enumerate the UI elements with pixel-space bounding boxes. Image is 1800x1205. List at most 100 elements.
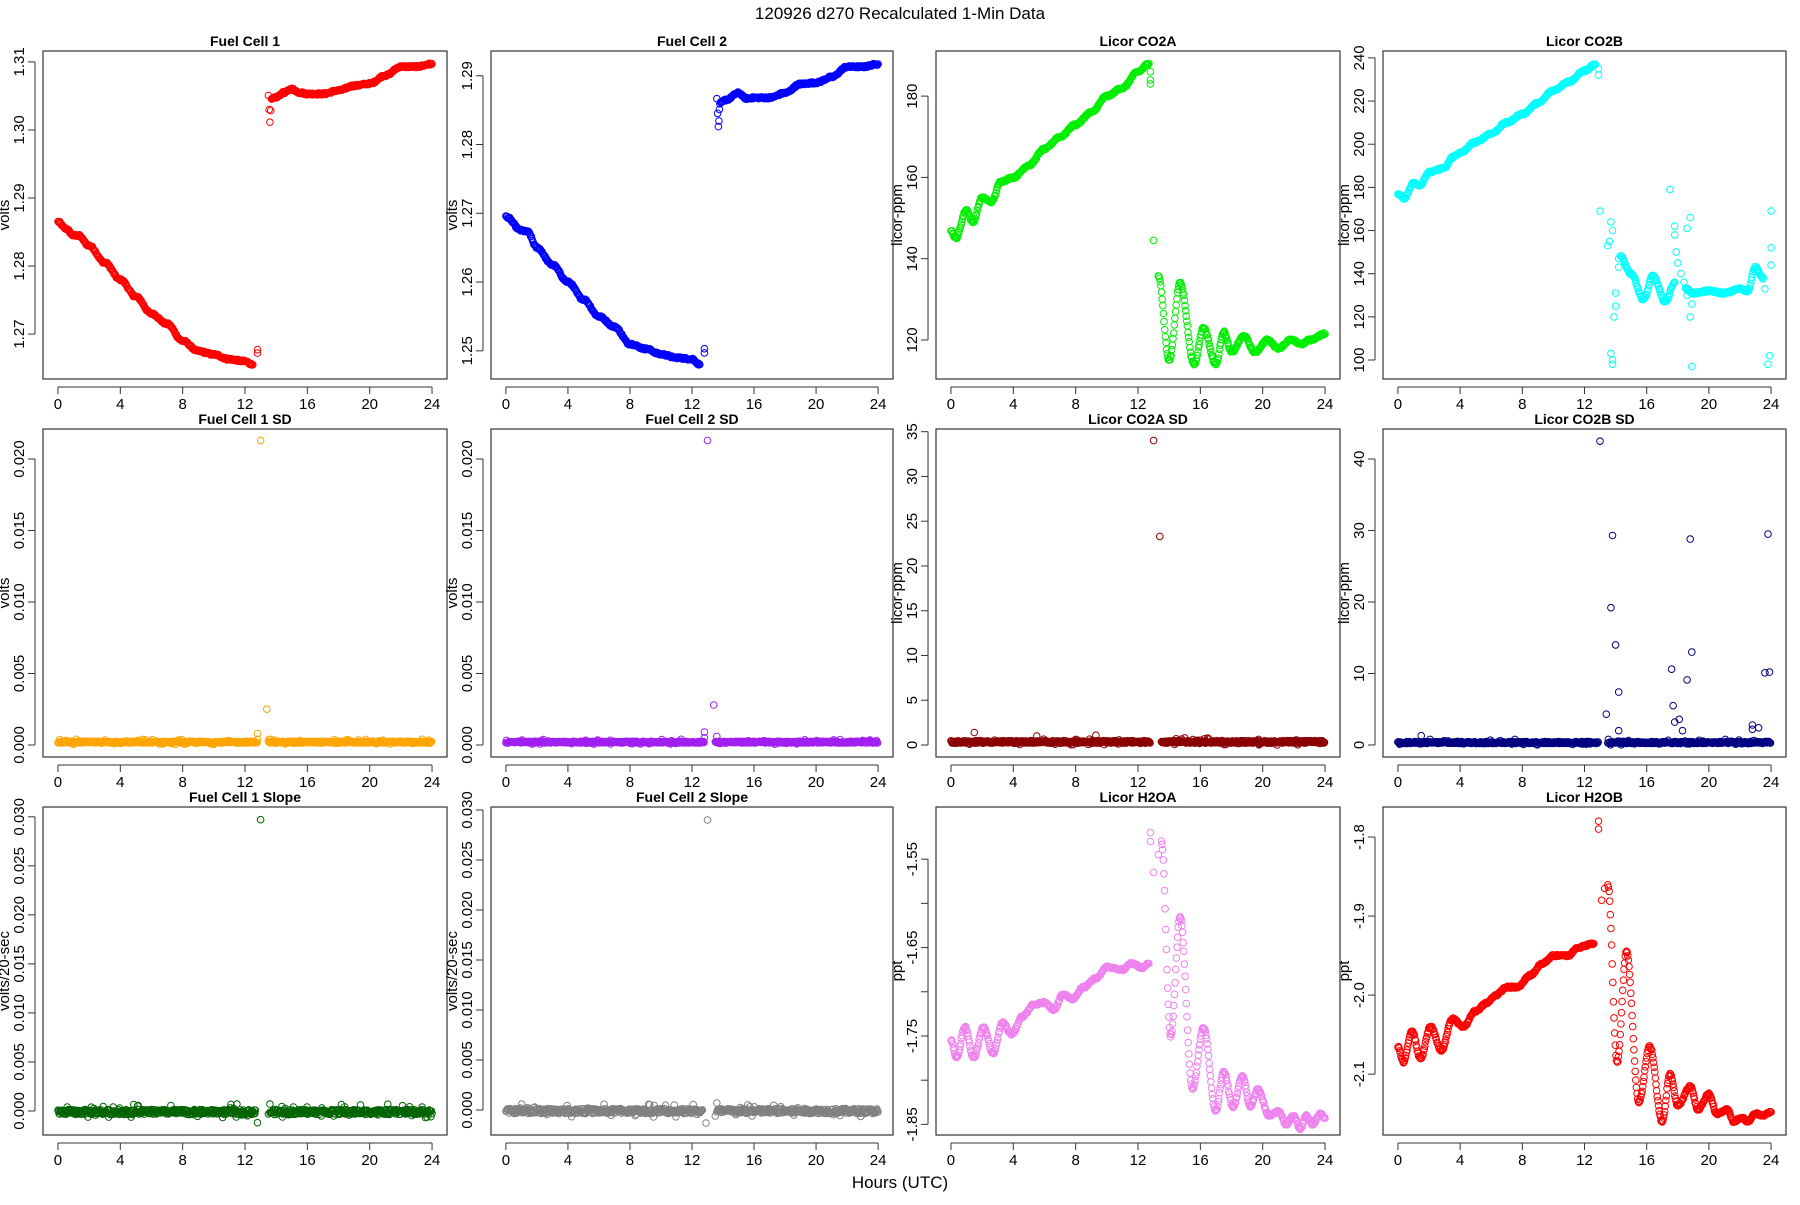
x-tick-label: 8 [178, 396, 186, 413]
x-tick-label: 4 [564, 396, 572, 413]
panel-title: Licor CO2A [1099, 33, 1176, 49]
x-tick-label: 8 [1071, 774, 1079, 791]
y-tick-label: 10 [1351, 665, 1368, 682]
plot-frame [491, 51, 893, 379]
outlier-point [1605, 242, 1612, 249]
outlier-point [971, 729, 978, 736]
y-tick-label: 200 [1351, 132, 1368, 157]
outlier-point [1766, 352, 1773, 359]
plot-frame [43, 429, 447, 757]
x-tick-label: 4 [116, 774, 124, 791]
y-tick-label: 40 [1351, 451, 1368, 468]
y-tick-label: 25 [904, 513, 921, 530]
panel-title: Fuel Cell 2 [657, 33, 727, 49]
y-tick-label: 120 [1351, 304, 1368, 329]
plot-frame [491, 429, 893, 757]
outlier-point [1597, 208, 1604, 215]
x-axis-label: Hours (UTC) [852, 1173, 948, 1192]
outlier-point [1157, 533, 1164, 540]
y-axis-label: licor-ppm [1336, 562, 1353, 624]
x-tick-label: 4 [1009, 396, 1017, 413]
plot-frame [43, 51, 447, 379]
y-tick-label: 140 [1351, 261, 1368, 286]
y-tick-label: 120 [904, 327, 921, 352]
data-point [1171, 322, 1178, 329]
outlier-point [1689, 363, 1696, 370]
y-tick-label: 35 [904, 423, 921, 440]
data-points [1395, 61, 1775, 370]
panel-title: Fuel Cell 2 SD [645, 411, 738, 427]
x-tick-label: 20 [361, 396, 378, 413]
outlier-point [1768, 262, 1775, 269]
outlier-point [1687, 314, 1694, 321]
plot-frame [936, 429, 1340, 757]
x-tick-label: 0 [502, 396, 510, 413]
x-tick-label: 16 [1192, 774, 1209, 791]
outlier-point [1609, 361, 1616, 368]
data-point [1161, 318, 1168, 325]
outlier-point [1611, 314, 1618, 321]
y-tick-label: 100 [1351, 347, 1368, 372]
x-tick-label: 0 [1394, 774, 1402, 791]
y-tick-label: 0.020 [11, 440, 28, 478]
y-tick-label: 220 [1351, 89, 1368, 114]
outlier-point [1612, 290, 1619, 297]
outlier-point [1147, 68, 1154, 75]
outlier-point [1608, 219, 1615, 226]
data-point [1161, 327, 1168, 334]
x-tick-label: 4 [1456, 396, 1464, 413]
x-tick-label: 0 [54, 774, 62, 791]
outlier-point [1765, 361, 1772, 368]
outlier-point [1606, 238, 1613, 245]
y-tick-label: 0.010 [11, 583, 28, 621]
y-tick-label: 1.28 [459, 130, 476, 159]
y-tick-label: 0.000 [459, 726, 476, 764]
data-point [267, 119, 274, 126]
plot-frame [1383, 429, 1786, 757]
x-tick-label: 20 [1254, 396, 1271, 413]
x-tick-label: 8 [1071, 396, 1079, 413]
data-points [503, 60, 882, 368]
outlier-point [1675, 260, 1682, 267]
x-tick-label: 20 [1701, 774, 1718, 791]
outlier-point [1671, 223, 1678, 230]
outlier-point [1615, 264, 1622, 271]
y-tick-label: 5 [904, 696, 921, 704]
outlier-point [1768, 208, 1775, 215]
outlier-point [1689, 301, 1696, 308]
y-tick-label: 160 [904, 165, 921, 190]
outlier-point [1673, 249, 1680, 256]
x-tick-label: 4 [1009, 774, 1017, 791]
x-tick-label: 8 [626, 396, 634, 413]
x-tick-label: 16 [1638, 396, 1655, 413]
data-point [1172, 315, 1179, 322]
x-tick-label: 20 [1701, 396, 1718, 413]
plot-frame [1383, 51, 1786, 379]
y-tick-label: 1.29 [459, 61, 476, 90]
outlier-point [1768, 245, 1775, 252]
figure-title: 120926 d270 Recalculated 1-Min Data [755, 4, 1046, 23]
y-tick-label: 10 [904, 647, 921, 664]
x-tick-label: 0 [502, 774, 510, 791]
x-tick-label: 8 [626, 774, 634, 791]
x-tick-label: 24 [870, 396, 887, 413]
x-tick-label: 24 [1317, 774, 1334, 791]
outlier-point [1671, 232, 1678, 239]
y-tick-label: 0 [904, 741, 921, 749]
y-tick-label: 240 [1351, 45, 1368, 70]
y-tick-label: 0.005 [459, 655, 476, 693]
y-tick-label: 0.015 [459, 512, 476, 550]
outlier-point [701, 350, 708, 357]
outlier-point [264, 706, 271, 713]
x-tick-label: 24 [1763, 774, 1780, 791]
x-tick-label: 16 [299, 396, 316, 413]
y-tick-label: 1.25 [459, 336, 476, 365]
y-tick-label: 0.015 [11, 512, 28, 550]
outlier-point [704, 437, 711, 444]
x-tick-label: 24 [870, 774, 887, 791]
data-points [55, 437, 435, 747]
